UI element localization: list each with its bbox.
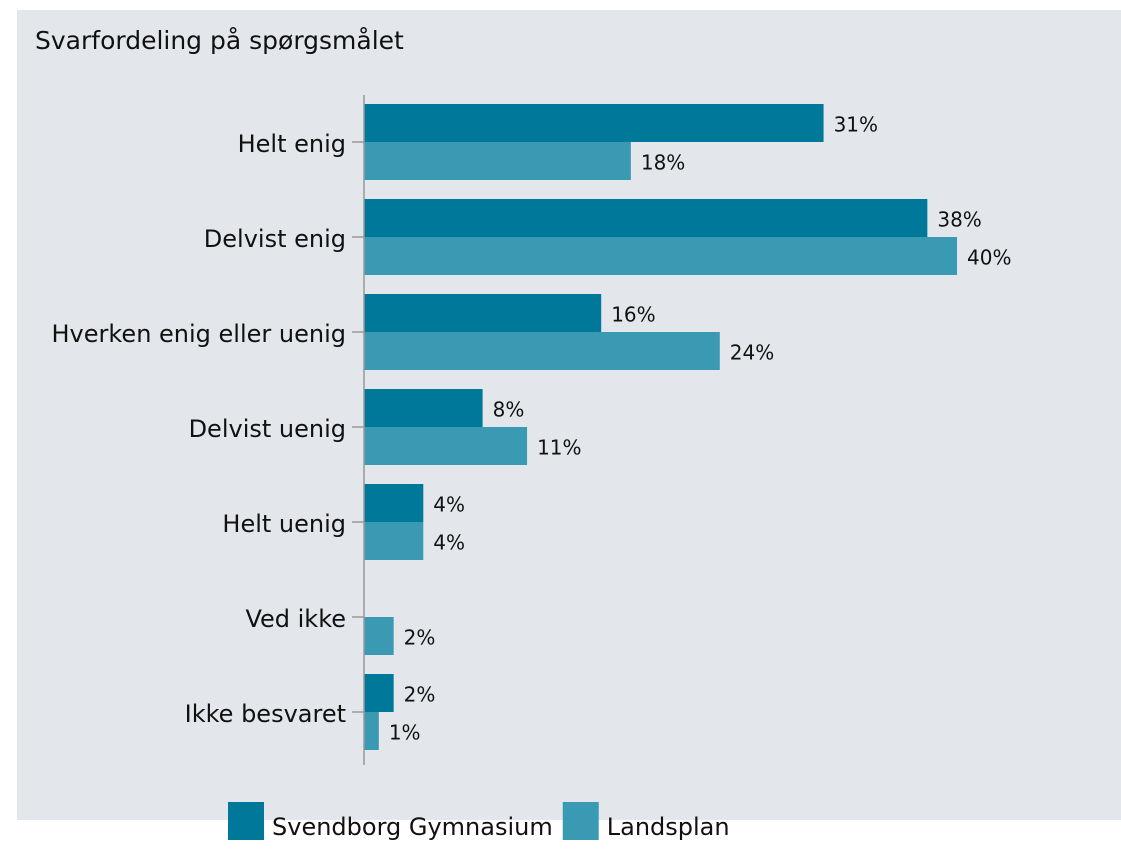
legend-swatch (228, 802, 264, 840)
bar (364, 617, 394, 655)
value-label: 4% (433, 531, 465, 555)
bar (364, 674, 394, 712)
value-label: 16% (611, 303, 655, 327)
value-label: 18% (641, 151, 685, 175)
legend-swatch (562, 802, 599, 840)
y-tick-label: Hverken enig eller uenig (52, 320, 347, 348)
bar (364, 104, 824, 142)
legend-label: Svendborg Gymnasium (272, 813, 553, 841)
bar (364, 237, 957, 275)
value-label: 8% (493, 398, 525, 422)
y-tick-label: Delvist uenig (189, 415, 346, 443)
y-tick-label: Delvist enig (204, 225, 346, 253)
bar (364, 712, 379, 750)
value-label: 38% (937, 208, 981, 232)
value-label: 11% (537, 436, 581, 460)
bar (364, 484, 424, 522)
bar (364, 522, 424, 560)
value-label: 31% (834, 113, 878, 137)
bar (364, 199, 928, 237)
bar (364, 332, 720, 370)
legend-label: Landsplan (607, 813, 730, 841)
chart-title: Svarfordeling på spørgsmålet (35, 26, 404, 55)
y-tick-label: Helt enig (238, 130, 346, 158)
bar (364, 389, 483, 427)
value-label: 2% (404, 683, 436, 707)
y-tick-label: Helt uenig (222, 510, 346, 538)
bar (364, 427, 528, 465)
bar (364, 294, 602, 332)
value-label: 2% (404, 626, 436, 650)
value-label: 4% (433, 493, 465, 517)
value-label: 1% (389, 721, 421, 745)
y-tick-label: Ikke besvaret (185, 700, 346, 728)
y-tick-label: Ved ikke (245, 605, 346, 633)
value-label: 40% (967, 246, 1011, 270)
bar (364, 142, 631, 180)
value-label: 24% (730, 341, 774, 365)
